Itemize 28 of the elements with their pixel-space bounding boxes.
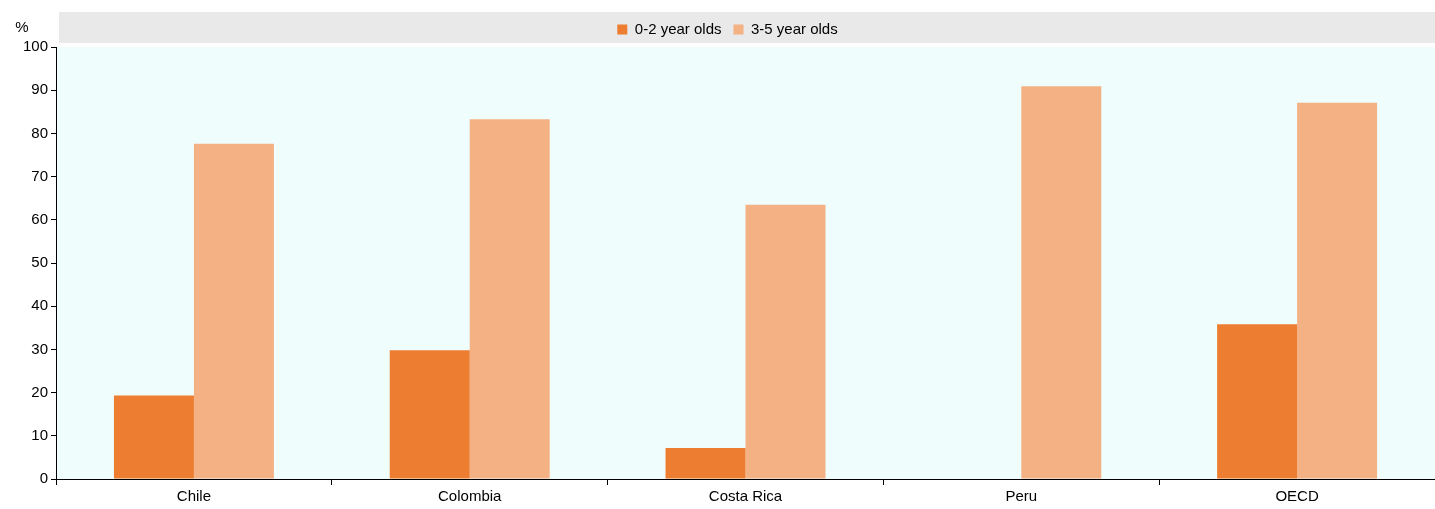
x-tick-label: Chile [176, 487, 212, 505]
bar [389, 350, 470, 479]
legend-label: 0-2 year olds [634, 19, 722, 37]
y-tick-label: 90 [31, 80, 49, 98]
y-tick-label: 50 [31, 253, 49, 271]
bar [1297, 102, 1378, 479]
y-tick-label: 40 [31, 296, 49, 314]
bar [665, 447, 746, 479]
bar [193, 143, 274, 479]
bar [1021, 86, 1102, 479]
bar [113, 395, 194, 479]
x-tick-label: OECD [1275, 487, 1319, 505]
bar [745, 204, 826, 479]
y-tick-label: 60 [31, 209, 49, 227]
y-tick-label: 70 [31, 166, 49, 184]
y-tick-label: 20 [31, 382, 49, 400]
y-axis-title: % [15, 18, 29, 36]
bar [1217, 324, 1298, 479]
legend-label: 3-5 year olds [751, 19, 838, 37]
y-tick-label: 0 [39, 469, 49, 487]
bar [469, 119, 550, 479]
y-tick-label: 10 [31, 425, 49, 443]
y-tick-label: 100 [23, 37, 49, 55]
x-tick-label: Costa Rica [708, 487, 783, 505]
y-tick-label: 80 [31, 123, 49, 141]
x-tick-label: Colombia [438, 487, 503, 505]
y-tick-label: 30 [31, 339, 49, 357]
x-tick-label: Peru [1005, 487, 1038, 505]
